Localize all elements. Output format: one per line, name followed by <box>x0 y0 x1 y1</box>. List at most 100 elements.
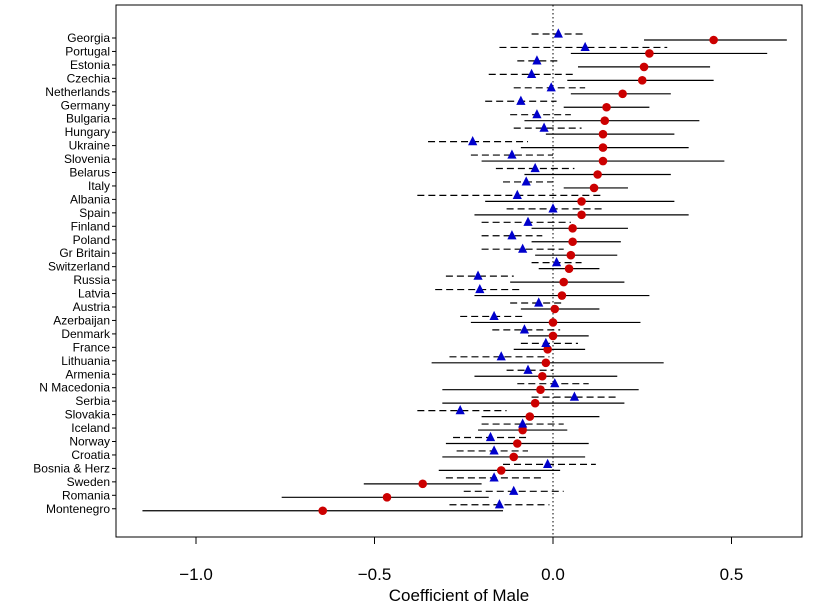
point-b <box>468 136 478 146</box>
x-axis: −1.0 −0.5 0.0 0.5 <box>179 537 743 584</box>
country-label: Sweden <box>67 475 110 489</box>
point-a <box>598 143 608 152</box>
point-b <box>507 230 517 240</box>
point-a <box>593 170 602 179</box>
point-b <box>489 472 499 482</box>
country-label: Portugal <box>65 44 110 58</box>
country-label: Gr Britain <box>59 246 110 260</box>
point-b <box>519 324 530 334</box>
point-a <box>518 425 527 435</box>
point-a <box>525 412 535 421</box>
point-a <box>637 76 647 85</box>
country-label: Lithuania <box>61 354 110 368</box>
country-label: Croatia <box>71 448 110 462</box>
plot-frame <box>115 4 803 538</box>
point-b <box>548 203 558 213</box>
x-tick-label: −0.5 <box>358 565 392 584</box>
country-label: Estonia <box>70 58 110 72</box>
point-a <box>602 102 611 112</box>
x-tick-label: 0.5 <box>720 565 744 584</box>
country-label: France <box>73 340 111 354</box>
point-b <box>539 122 549 132</box>
point-b <box>509 485 519 495</box>
country-label: Azerbaijan <box>53 313 110 327</box>
point-a <box>559 277 569 287</box>
point-a <box>509 452 519 462</box>
point-b <box>523 364 533 374</box>
country-label: Belarus <box>69 166 110 180</box>
point-b <box>532 55 542 65</box>
country-label: Netherlands <box>45 85 110 99</box>
point-a <box>618 89 627 99</box>
country-label: Czechia <box>67 71 111 85</box>
point-a <box>496 466 506 475</box>
point-b <box>551 257 562 267</box>
point-b <box>553 28 563 38</box>
point-a <box>566 250 576 260</box>
point-a <box>598 129 608 139</box>
country-label: N Macedonia <box>39 381 110 395</box>
point-a <box>537 371 547 381</box>
point-a <box>639 62 649 72</box>
country-label: Ukraine <box>69 139 111 153</box>
point-b <box>473 270 483 280</box>
country-label: Armenia <box>65 367 110 381</box>
point-b <box>530 162 540 173</box>
point-b <box>534 297 544 307</box>
point-a <box>513 439 522 448</box>
country-label: Italy <box>88 179 110 193</box>
point-a <box>568 237 577 247</box>
y-axis-labels: GeorgiaPortugalEstoniaCzechiaNetherlands… <box>33 31 116 516</box>
point-a <box>530 398 540 408</box>
point-b <box>550 378 560 388</box>
country-label: Germany <box>61 98 110 112</box>
point-a <box>536 385 545 395</box>
point-b <box>532 109 542 119</box>
point-b <box>526 68 537 78</box>
x-tick-label: −1.0 <box>179 565 213 584</box>
country-label: Russia <box>73 273 110 287</box>
point-a <box>541 358 551 368</box>
country-label: Romania <box>62 488 110 502</box>
country-label: Hungary <box>65 125 110 139</box>
point-b <box>518 243 528 253</box>
point-a <box>589 183 599 193</box>
country-label: Slovenia <box>64 152 110 166</box>
point-a <box>577 210 586 220</box>
point-b <box>475 283 485 294</box>
country-label: Switzerland <box>48 260 110 274</box>
point-b <box>489 310 499 321</box>
point-b <box>455 405 465 415</box>
point-a <box>709 35 718 45</box>
point-b <box>494 499 505 509</box>
point-a <box>548 318 558 327</box>
point-b <box>512 189 522 199</box>
x-tick-label: 0.0 <box>541 565 565 584</box>
country-label: Austria <box>73 300 111 314</box>
country-label: Poland <box>73 233 110 247</box>
country-label: Latvia <box>78 287 110 301</box>
point-b <box>543 458 553 468</box>
country-label: Bosnia & Herz <box>33 461 110 475</box>
point-b <box>489 445 499 455</box>
point-a <box>568 224 577 233</box>
point-b <box>541 337 551 347</box>
point-b <box>516 95 526 105</box>
point-b <box>546 82 556 92</box>
point-a <box>550 304 560 314</box>
point-a <box>382 493 392 502</box>
country-label: Albania <box>70 192 110 206</box>
point-b <box>496 351 506 361</box>
point-a <box>600 116 610 125</box>
point-a <box>318 506 328 516</box>
point-a <box>557 291 567 300</box>
point-b <box>569 391 580 401</box>
country-label: Denmark <box>61 327 111 341</box>
point-a <box>418 479 427 489</box>
point-a <box>598 156 608 166</box>
point-a <box>548 331 558 341</box>
point-b <box>580 41 590 52</box>
country-label: Bulgaria <box>66 112 110 126</box>
country-label: Finland <box>71 219 110 233</box>
